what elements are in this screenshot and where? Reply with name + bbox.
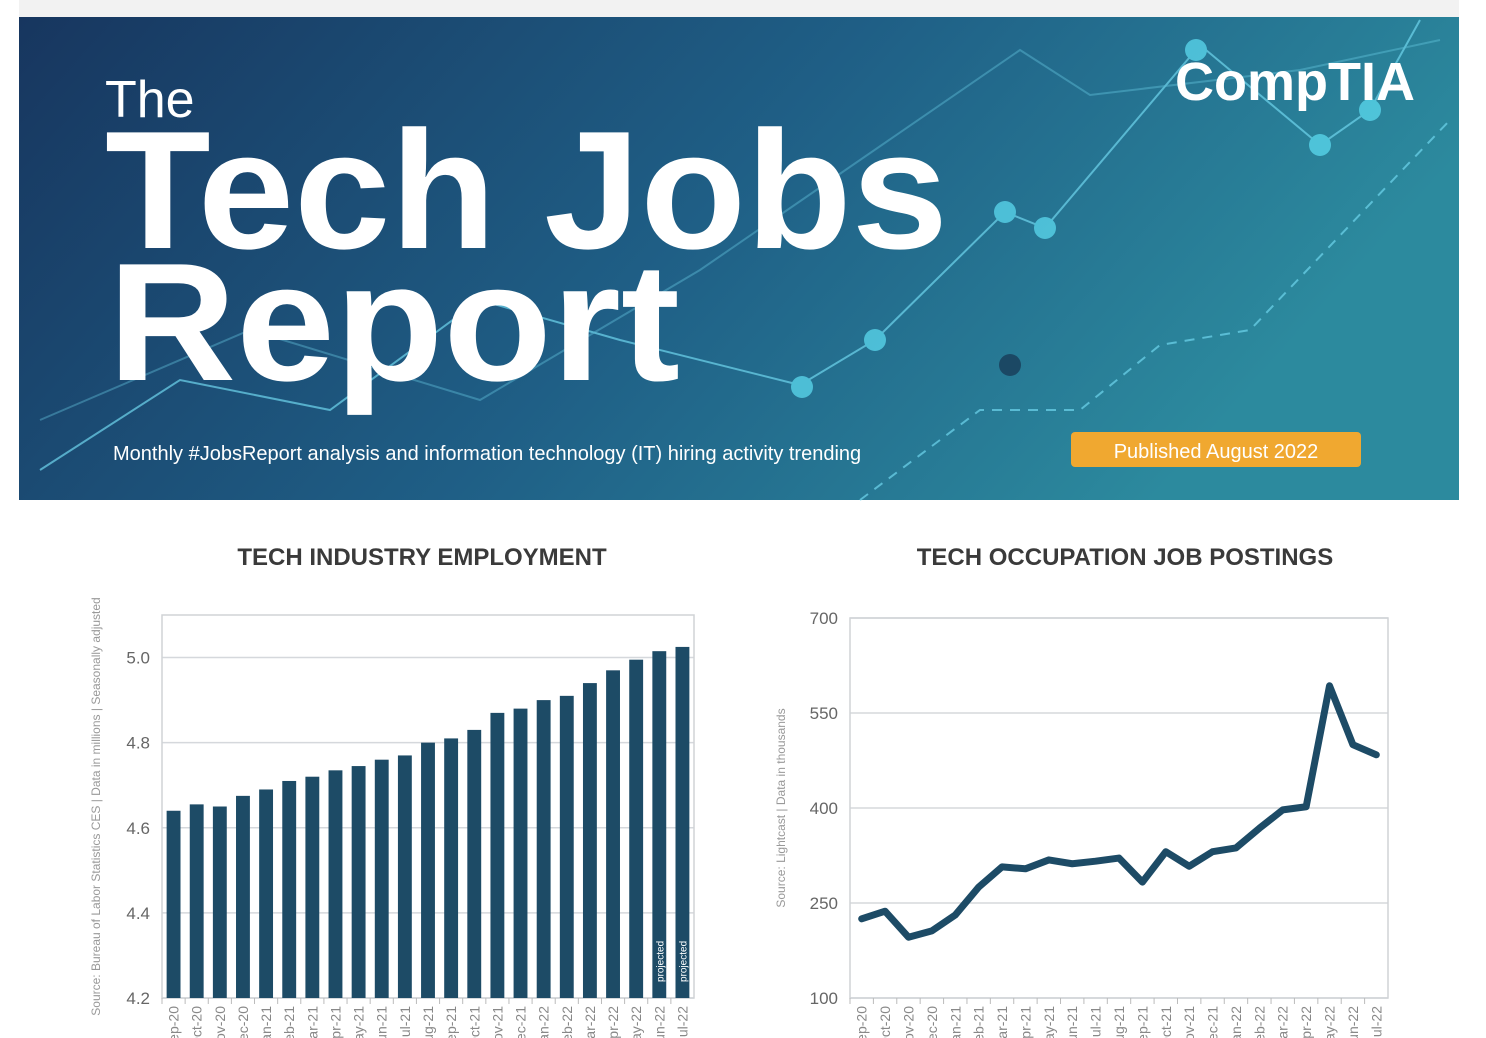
bar — [513, 708, 528, 998]
bar — [582, 683, 597, 998]
published-date: Published August 2022 — [1114, 441, 1319, 463]
kicker: The — [105, 71, 195, 129]
x-tick-label: Mar-22 — [1275, 1006, 1291, 1038]
y-tick-label: 550 — [810, 704, 838, 723]
bar — [536, 700, 551, 998]
x-tick-label: Sep-20 — [166, 1006, 182, 1038]
x-tick-label: Oct-20 — [189, 1006, 205, 1038]
x-tick-label: Apr-21 — [327, 1006, 343, 1038]
y-tick-label: 4.2 — [126, 989, 150, 1008]
x-tick-label: Jul-21 — [397, 1006, 413, 1038]
x-tick-label: Feb-21 — [971, 1006, 987, 1038]
x-tick-label: Feb-21 — [281, 1006, 297, 1038]
bar — [397, 755, 412, 998]
x-tick-label: Jun-21 — [374, 1006, 390, 1038]
bar — [421, 742, 435, 998]
x-tick-label: May-21 — [351, 1006, 367, 1038]
bar — [444, 738, 459, 998]
x-tick-label: Dec-21 — [513, 1006, 529, 1038]
bar — [652, 651, 667, 998]
x-tick-label: Sep-20 — [854, 1006, 870, 1038]
x-tick-label: Jul-21 — [1088, 1006, 1104, 1038]
y-tick-label: 4.4 — [126, 904, 150, 923]
published-badge — [1071, 432, 1361, 467]
x-tick-label: Nov-20 — [900, 1006, 916, 1038]
x-tick-label: Jan-21 — [947, 1006, 963, 1038]
y-tick-label: 250 — [810, 894, 838, 913]
x-tick-label: Nov-20 — [212, 1006, 228, 1038]
title-line: Tech Jobs — [105, 96, 948, 284]
bar — [490, 712, 505, 998]
y-tick-label: 400 — [810, 799, 838, 818]
x-tick-label: Oct-20 — [877, 1006, 893, 1038]
x-tick-label: May-22 — [1322, 1006, 1338, 1038]
x-tick-label: Apr-22 — [1298, 1006, 1314, 1038]
bar — [351, 766, 366, 998]
bar — [467, 729, 482, 998]
plot-frame — [849, 617, 1389, 999]
bar — [259, 789, 274, 998]
x-tick-label: Jun-21 — [1064, 1006, 1080, 1038]
title-line: Report — [108, 228, 680, 416]
bar — [189, 804, 204, 998]
bar-note: projected — [678, 941, 689, 982]
x-tick-label: May-22 — [628, 1006, 644, 1038]
x-tick-label: Dec-20 — [235, 1006, 251, 1038]
x-tick-label: Mar-21 — [994, 1006, 1010, 1038]
bar — [675, 646, 690, 998]
x-tick-label: Aug-21 — [1111, 1006, 1127, 1038]
y-tick-label: 100 — [810, 989, 838, 1008]
bar-note: projected — [655, 941, 666, 982]
subtitle: Monthly #JobsReport analysis and informa… — [113, 443, 861, 465]
x-tick-label: Dec-21 — [1205, 1006, 1221, 1038]
x-tick-label: Apr-22 — [605, 1006, 621, 1038]
y-tick-label: 700 — [810, 609, 838, 628]
banner-decoration — [39, 19, 1451, 501]
chart-title: TECH OCCUPATION JOB POSTINGS — [917, 544, 1333, 571]
bar — [166, 810, 181, 998]
banner — [19, 17, 1459, 500]
bar — [559, 695, 574, 998]
bar — [328, 770, 343, 998]
top-strip — [19, 0, 1459, 17]
bar — [212, 806, 227, 998]
x-tick-label: Feb-22 — [559, 1006, 575, 1038]
x-tick-label: Apr-21 — [1017, 1006, 1033, 1038]
x-tick-label: Jul-22 — [1368, 1006, 1384, 1038]
x-tick-label: Nov-21 — [489, 1006, 505, 1038]
x-tick-label: Jan-22 — [1228, 1006, 1244, 1038]
x-tick-label: Jun-22 — [651, 1006, 667, 1038]
x-tick-label: Oct-21 — [1158, 1006, 1174, 1038]
x-tick-label: Sep-21 — [1134, 1006, 1150, 1038]
bar — [305, 776, 320, 998]
x-tick-label: Aug-21 — [420, 1006, 436, 1038]
chart-title: TECH INDUSTRY EMPLOYMENT — [237, 544, 607, 571]
y-tick-label: 5.0 — [126, 649, 150, 668]
y-axis-label: Source: Lightcast | Data in thousands — [774, 708, 788, 907]
x-tick-label: Jan-21 — [258, 1006, 274, 1038]
bar — [606, 670, 620, 998]
x-tick-label: Feb-22 — [1251, 1006, 1267, 1038]
x-tick-label: Sep-21 — [443, 1006, 459, 1038]
bar — [374, 759, 389, 998]
x-tick-label: May-21 — [1041, 1006, 1057, 1038]
y-tick-label: 4.8 — [126, 734, 150, 753]
bar — [629, 659, 644, 998]
x-tick-label: Nov-21 — [1181, 1006, 1197, 1038]
line — [858, 682, 1380, 941]
x-tick-label: Oct-21 — [466, 1006, 482, 1038]
bar — [282, 780, 297, 998]
y-tick-label: 4.6 — [126, 819, 150, 838]
x-tick-label: Jul-22 — [674, 1006, 690, 1038]
x-tick-label: Mar-22 — [582, 1006, 598, 1038]
y-axis-label: Source: Bureau of Labor Statistics CES |… — [89, 597, 103, 1015]
x-tick-label: Jun-22 — [1345, 1006, 1361, 1038]
x-tick-label: Dec-20 — [924, 1006, 940, 1038]
bar — [236, 795, 250, 998]
logo: CompTIA — [1175, 52, 1415, 112]
x-tick-label: Mar-21 — [304, 1006, 320, 1038]
x-tick-label: Jan-22 — [536, 1006, 552, 1038]
